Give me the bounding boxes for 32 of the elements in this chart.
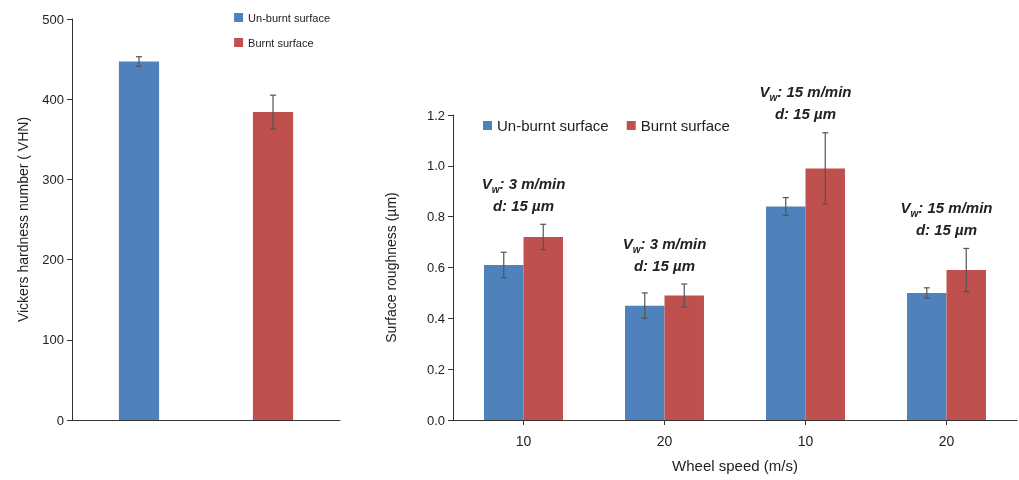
x-tick-label: 10 — [797, 433, 814, 449]
legend-label: Burnt surface — [248, 36, 314, 49]
x-tick-label: 20 — [938, 433, 955, 449]
y-axis-title: Vickers hardness number ( VHN) — [15, 116, 31, 323]
legend-label: Burnt surface — [640, 117, 730, 134]
bar — [625, 305, 665, 420]
y-tick-label: 200 — [42, 252, 64, 268]
legend-label: Un-burnt surface — [497, 117, 609, 134]
y-tick-label: 0.4 — [426, 310, 445, 326]
y-tick-label: 0.8 — [426, 209, 445, 225]
y-tick-label: 1.2 — [426, 107, 445, 123]
bar — [907, 292, 947, 420]
legend-label: Un-burnt surface — [248, 11, 331, 24]
x-tick-label: 10 — [515, 433, 532, 449]
y-tick-label: 1.0 — [426, 158, 445, 174]
x-axis-title: Wheel speed (m/s) — [672, 457, 798, 474]
bar — [664, 295, 704, 420]
bar — [805, 168, 845, 420]
y-tick-label: 400 — [42, 91, 64, 107]
bar — [946, 270, 986, 420]
bar — [523, 237, 563, 420]
y-tick-label: 0.2 — [426, 361, 445, 377]
x-tick-label: 20 — [656, 433, 673, 449]
y-tick-label: 0.0 — [426, 412, 445, 428]
y-tick-label: 0.6 — [426, 260, 445, 275]
y-axis-title: Surface roughness (µm) — [383, 192, 399, 343]
y-tick-label: 300 — [42, 171, 64, 187]
y-tick-label: 100 — [42, 332, 64, 348]
y-tick-label: 0 — [56, 412, 64, 428]
y-tick-label: 500 — [42, 11, 64, 27]
bar — [484, 264, 524, 420]
bar — [766, 206, 806, 420]
